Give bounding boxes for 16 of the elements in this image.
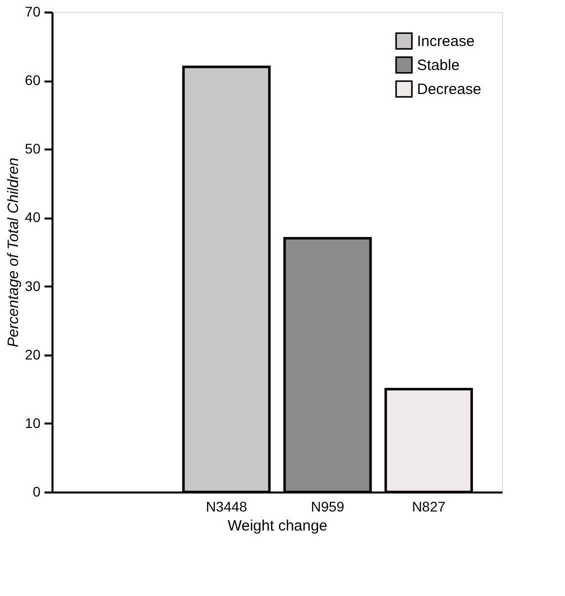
y-tick-label: 70 [24, 4, 41, 20]
y-axis-title: Percentage of Total Children [4, 158, 22, 348]
x-axis-title: Weight change [228, 518, 328, 534]
legend-label: Increase [417, 33, 475, 50]
y-tick-label: 40 [24, 209, 41, 226]
legend-label: Stable [417, 57, 460, 74]
y-tick-label: 20 [24, 346, 41, 362]
y-tick-label: 30 [24, 278, 41, 294]
y-tick-label: 10 [24, 414, 41, 431]
y-tick-label: 50 [24, 140, 41, 157]
legend-label: Decrease [417, 81, 482, 98]
x-tick-label: N3448 [206, 498, 248, 514]
y-tick-label: 0 [32, 484, 41, 500]
x-tick-label: N827 [412, 498, 446, 514]
y-tick-label: 60 [24, 72, 41, 88]
x-tick-label: N959 [310, 498, 345, 514]
